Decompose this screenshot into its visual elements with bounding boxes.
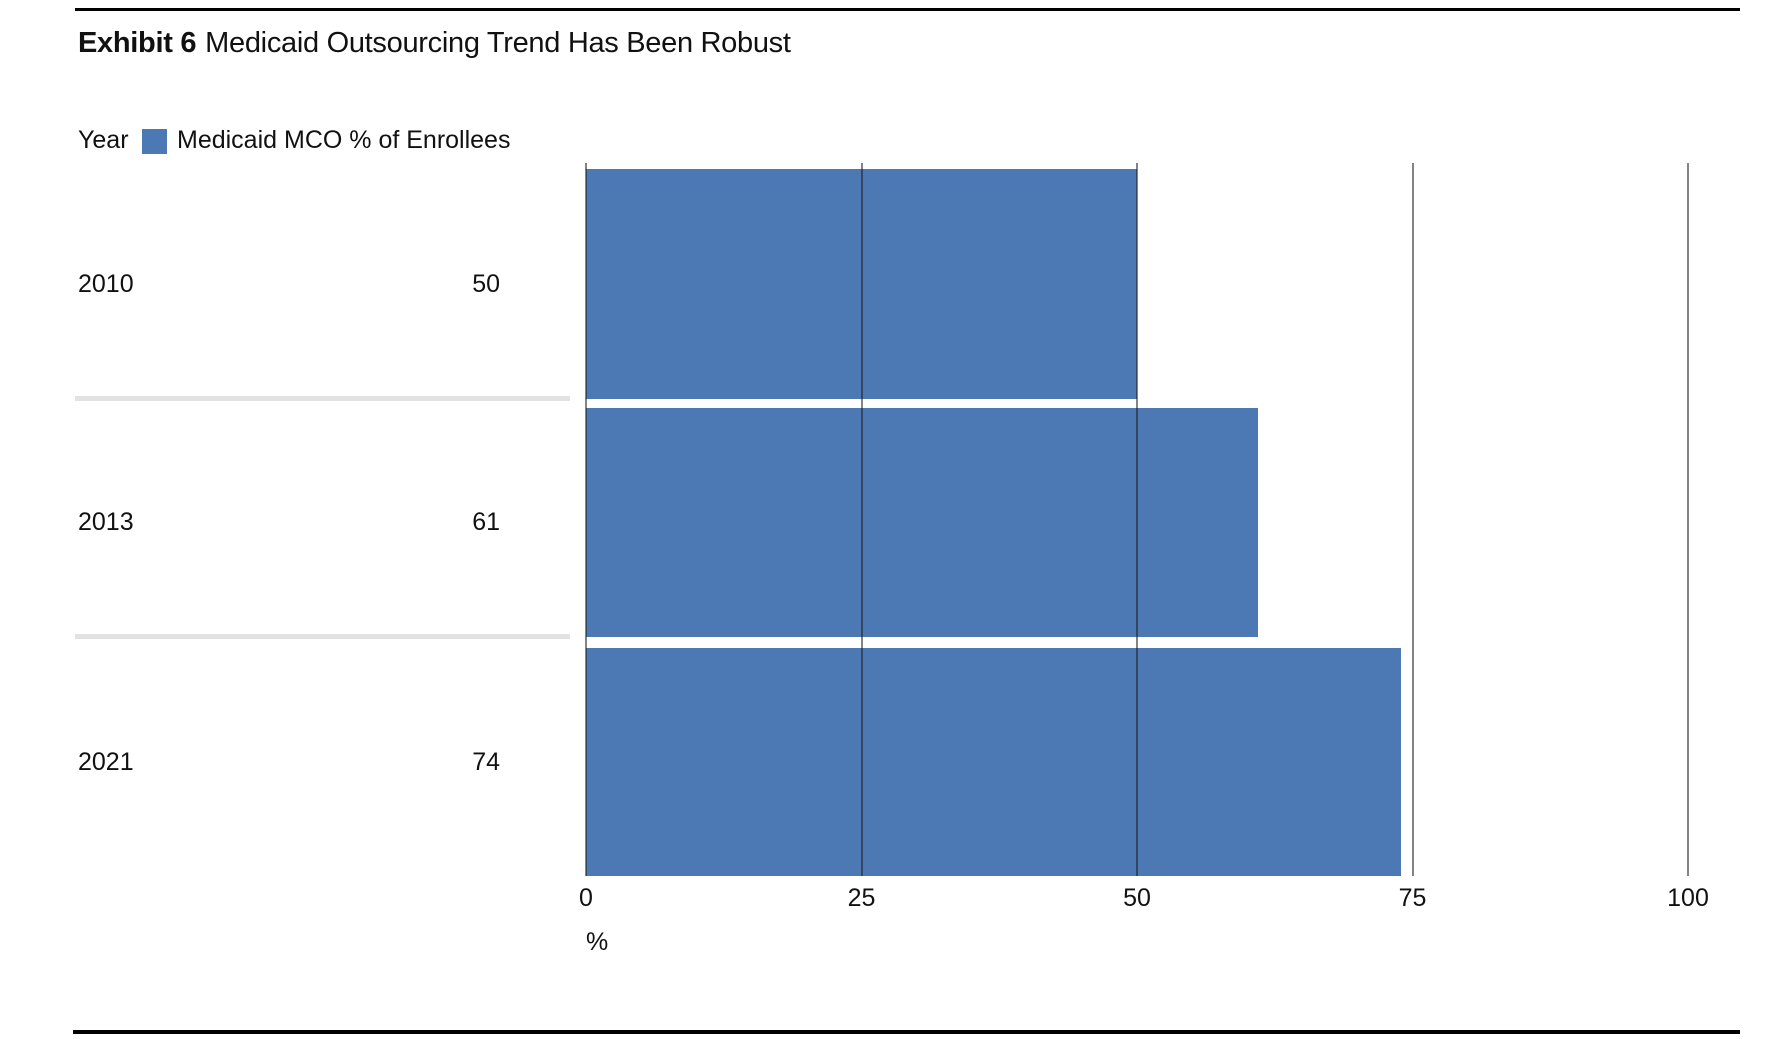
category-label-2013: 2013 <box>78 508 134 536</box>
value-label-2021: 74 <box>472 748 500 776</box>
x-tick-label-75: 75 <box>1398 884 1427 912</box>
category-label-2010: 2010 <box>78 270 134 298</box>
exhibit-number: Exhibit 6 <box>78 27 197 59</box>
page-title: Exhibit 6 Medicaid Outsourcing Trend Has … <box>78 27 791 60</box>
exhibit-title-text: Medicaid Outsourcing Trend Has Been Robu… <box>205 27 791 59</box>
legend-series-label: Medicaid MCO % of Enrollees <box>177 126 511 154</box>
gridline-75 <box>1411 163 1414 876</box>
year-column-header: Year <box>78 126 129 154</box>
x-tick-label-100: 100 <box>1667 884 1709 912</box>
top-rule-divider <box>75 8 1740 11</box>
gridline-100 <box>1687 163 1689 876</box>
row-separator <box>75 396 570 401</box>
bottom-rule-divider <box>73 1030 1740 1034</box>
value-label-2010: 50 <box>472 270 500 298</box>
x-axis-unit-label: % <box>586 928 609 956</box>
bar-2013 <box>586 408 1259 637</box>
plot-area <box>585 163 1740 876</box>
bar-2021 <box>586 648 1402 876</box>
row-separator <box>75 634 570 639</box>
x-tick-label-50: 50 <box>1123 884 1151 912</box>
category-label-2021: 2021 <box>78 748 134 776</box>
x-tick-label-0: 0 <box>579 884 593 912</box>
legend-swatch-icon <box>142 129 167 154</box>
value-label-2013: 61 <box>472 508 500 536</box>
bar-2010 <box>586 169 1137 399</box>
x-axis: 0 25 50 75 100 <box>579 884 1740 914</box>
x-tick-label-25: 25 <box>847 884 876 912</box>
